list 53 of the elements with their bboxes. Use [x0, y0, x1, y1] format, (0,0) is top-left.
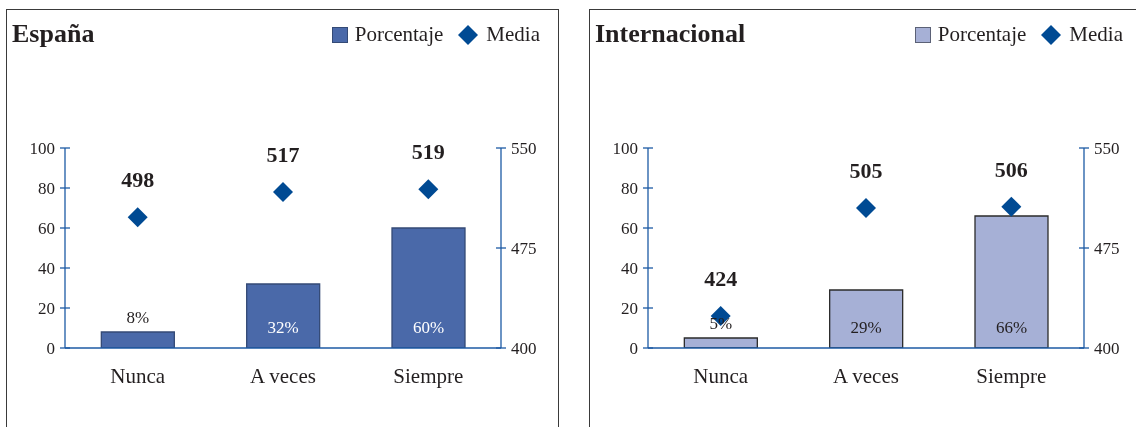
data-label: 517: [266, 141, 300, 167]
y-tick-label: 20: [38, 298, 55, 318]
chart-title: Internacional: [595, 19, 746, 49]
data-label: 506: [994, 156, 1028, 182]
y-tick-label: 100: [612, 138, 638, 158]
x-tick-label: A veces: [833, 363, 899, 388]
data-label: 5%: [709, 313, 733, 333]
y-tick-label: 20: [621, 298, 638, 318]
legend-label: Media: [486, 22, 540, 47]
bar: [829, 289, 904, 348]
bar: [246, 283, 321, 348]
y-tick-label: 100: [29, 138, 55, 158]
point: [127, 207, 148, 228]
bar: [974, 215, 1049, 348]
legend-label: Porcentaje: [937, 22, 1027, 47]
y-tick-label: 0: [629, 338, 638, 358]
bar: [683, 337, 758, 348]
y2-tick-label: 550: [511, 138, 537, 158]
data-label: 60%: [412, 317, 445, 337]
data-label: 66%: [995, 317, 1028, 337]
data-label: 498: [121, 166, 155, 192]
y-tick-label: 0: [46, 338, 55, 358]
x-tick-label: Nunca: [110, 363, 166, 388]
y-tick-label: 60: [621, 218, 638, 238]
x-tick-label: Siempre: [976, 363, 1047, 388]
y-tick-label: 80: [38, 178, 55, 198]
data-label: 8%: [126, 307, 150, 327]
y2-tick-label: 475: [511, 238, 537, 258]
chart-title: España: [12, 19, 95, 49]
data-label: 424: [704, 265, 738, 291]
point: [856, 198, 876, 218]
x-tick-label: A veces: [250, 363, 316, 388]
x-tick-label: Nunca: [693, 363, 749, 388]
point: [1001, 196, 1022, 217]
y-tick-label: 40: [621, 258, 638, 278]
data-label: 519: [411, 138, 445, 164]
y-tick-label: 80: [621, 178, 638, 198]
y2-tick-label: 475: [1094, 238, 1120, 258]
legend-label: Porcentaje: [354, 22, 444, 47]
y-tick-label: 40: [38, 258, 55, 278]
bar: [391, 227, 466, 348]
legend-label: Media: [1069, 22, 1123, 47]
y2-tick-label: 400: [511, 338, 537, 358]
point: [418, 179, 439, 200]
y2-tick-label: 400: [1094, 338, 1120, 358]
bar: [100, 331, 175, 348]
y-tick-label: 60: [38, 218, 55, 238]
data-label: 29%: [850, 317, 882, 337]
y2-tick-label: 550: [1094, 138, 1120, 158]
data-label: 32%: [267, 317, 299, 337]
data-label: 505: [849, 157, 883, 183]
x-tick-label: Siempre: [393, 363, 464, 388]
point: [273, 182, 293, 202]
